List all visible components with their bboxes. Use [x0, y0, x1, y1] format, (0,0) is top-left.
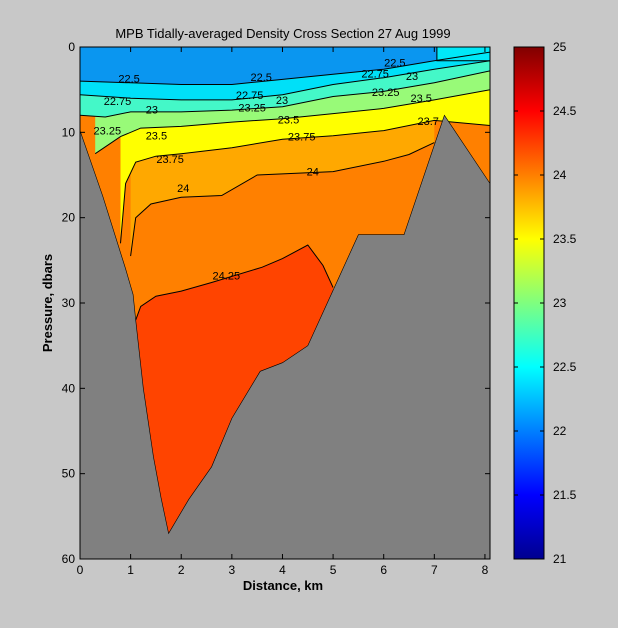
contour-label: 23 [406, 71, 418, 83]
contour-label: 24.25 [213, 271, 241, 283]
contour-label: 23.7 [417, 116, 438, 128]
x-tick-label: 4 [279, 563, 286, 577]
x-tick-label: 8 [482, 563, 489, 577]
colorbar-tick-label: 21 [553, 552, 567, 566]
x-tick-label: 2 [178, 563, 185, 577]
contour-label: 22.75 [236, 90, 264, 102]
contour-label: 23.25 [238, 103, 266, 115]
colorbar-tick-label: 22.5 [553, 360, 577, 374]
contour-label: 22.75 [104, 96, 132, 108]
contour-line [130, 142, 435, 257]
x-tick-label: 6 [380, 563, 387, 577]
colorbar-gradient [513, 46, 545, 560]
y-tick-label: 20 [62, 211, 76, 225]
contour-line [80, 60, 490, 101]
contour-label: 23.25 [94, 126, 122, 138]
y-tick-label: 10 [62, 125, 76, 139]
contour-line [94, 89, 490, 155]
x-axis-label: Distance, km [243, 578, 323, 593]
contour-line [120, 119, 490, 244]
contour-label: 23 [146, 104, 158, 116]
plot-area: 22.5 22.522.522.75 22.7522.7523232323.2523… [79, 46, 491, 560]
x-tick-label: 7 [431, 563, 438, 577]
colorbar-tick-label: 24 [553, 168, 567, 182]
contour-line [436, 47, 490, 62]
colorbar-tick-label: 23 [553, 296, 567, 310]
contour-label: 23.5 [278, 115, 299, 127]
chart-title: MPB Tidally-averaged Density Cross Secti… [115, 26, 450, 41]
contour-label: 23.25 [372, 87, 400, 99]
colorbar-tick-label: 22 [553, 424, 567, 438]
contour-label: 23.75 [156, 154, 184, 166]
band-fill [80, 47, 490, 85]
x-tick-label: 3 [229, 563, 236, 577]
contour-label: 22.5 [250, 72, 271, 84]
contour-label: 24 [307, 167, 319, 179]
y-axis: 0 10 20 30 40 50 60 [62, 40, 490, 566]
colorbar-tick-label: 21.5 [553, 488, 577, 502]
y-tick-label: 60 [62, 552, 76, 566]
contour-line [80, 70, 490, 118]
contour-label: 24 [177, 183, 189, 195]
contour-label: 22.5 [384, 57, 405, 69]
y-tick-label: 30 [62, 296, 76, 310]
contour-label: 23.75 [288, 132, 316, 144]
x-tick-label: 5 [330, 563, 337, 577]
colorbar: 21 21.5 22 22.5 23 23.5 24 24.5 25 [513, 40, 577, 566]
colorbar-tick-label: 23.5 [553, 232, 577, 246]
y-tick-label: 0 [68, 40, 75, 54]
y-tick-label: 40 [62, 381, 76, 395]
colorbar-tick-label: 25 [553, 40, 567, 54]
x-tick-label: 0 [77, 563, 84, 577]
x-tick-label: 1 [127, 563, 134, 577]
contour-label: 23 [276, 95, 288, 107]
colorbar-tick-label: 24.5 [553, 104, 577, 118]
contour-label: 22.5 [118, 74, 139, 86]
contour-label: 22.75 [361, 69, 389, 81]
contour-line [80, 51, 490, 85]
y-tick-label: 50 [62, 467, 76, 481]
band-fill [436, 47, 490, 61]
bottom-topography [80, 114, 490, 559]
contour-label: 23.5 [410, 93, 431, 105]
contour-line [135, 244, 334, 321]
y-axis-label: Pressure, dbars [40, 254, 55, 352]
contour-label: 23.5 [146, 131, 167, 143]
